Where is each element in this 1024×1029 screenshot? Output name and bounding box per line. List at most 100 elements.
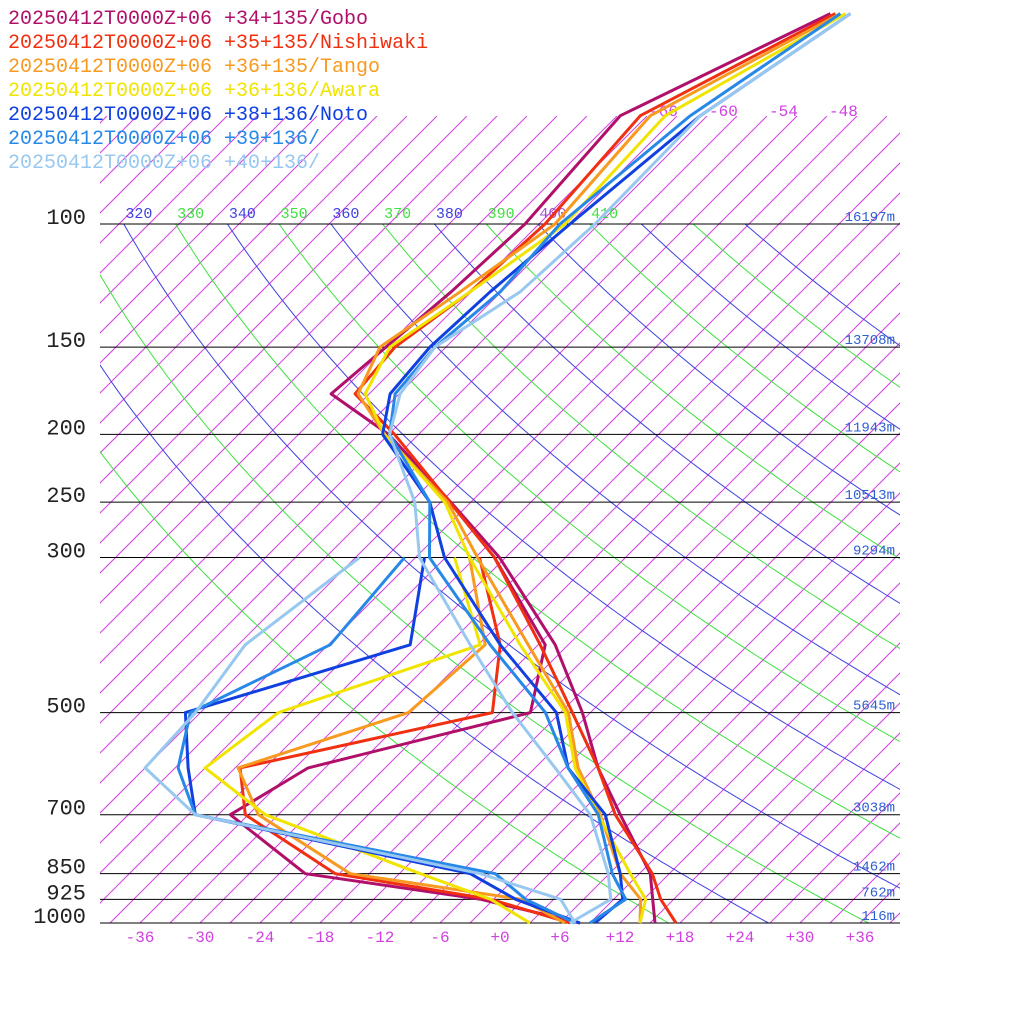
temperature-tick-label: +24 [726,929,755,947]
height-label: 13708m [845,333,895,349]
isotherm [100,116,468,484]
temperature-tick-label: +30 [786,929,815,947]
isotherm [589,612,900,923]
isotherm [100,116,618,634]
isotherm [920,116,1024,923]
dewpoint-line [143,556,577,924]
height-label: 3038m [853,801,895,817]
isotherm [100,116,648,664]
isotherm [100,116,288,304]
pressure-label: 925 [46,881,86,906]
dry-adiabat-layer [100,224,900,923]
legend-entry: 20250412T0000Z+06 +34+135/Gobo [8,8,368,31]
isotherm [529,552,900,923]
dry-adiabat [537,224,900,516]
isotherm [649,672,900,923]
upper-isotherm-label: -54 [769,103,798,121]
dry-adiabat [381,224,900,650]
temperature-tick-label: -12 [366,929,395,947]
pressure-label: 300 [46,540,86,565]
isotherm [229,252,900,923]
pressure-label: 500 [46,695,86,720]
isotherm [199,222,900,923]
dry-adiabat [433,224,900,604]
isotherm [679,702,900,923]
foreground-layer: -36 -30 -24 -18 -12 -6 +0 +6 +12 +18 +24 +30 +36-66-… [8,8,900,947]
legend-entry: 20250412T0000Z+06 +35+135/Nishiwaki [8,32,428,55]
dry-adiabat [485,224,900,560]
dewpoint-line [228,556,581,925]
height-label: 10513m [845,488,895,504]
dewpoint-line [176,556,576,925]
isotherm [139,162,900,923]
height-label: 762m [861,885,895,901]
temperature-line [356,12,842,924]
height-label: 5645m [853,699,895,715]
height-label: 16197m [845,210,895,226]
dry-adiabat [123,224,900,889]
theta-label: 330 [177,206,204,223]
theta-label: 360 [332,206,359,223]
pressure-label: 850 [46,856,86,881]
temperature-tick-label: +6 [550,929,569,947]
isotherm [739,762,900,923]
upper-isotherm-label: -48 [829,103,858,121]
isotherm [100,116,828,844]
dry-adiabat [100,364,770,923]
isotherm [289,312,900,923]
isotherm [100,116,738,754]
temperature-tick-label: -24 [246,929,275,947]
isotherm [559,582,900,923]
isotherm [100,116,678,694]
pressure-label: 250 [46,484,86,509]
isotherm [409,432,900,923]
isotherm [709,732,900,923]
isotherm [100,116,558,574]
isotherm [100,116,888,904]
isotherm [100,116,378,394]
pressure-label: 150 [46,329,86,354]
temperature-tick-label: +18 [666,929,695,947]
temperature-tick-label: -36 [126,929,155,947]
dewpoint-line [236,557,566,925]
temperature-line [388,12,852,925]
isotherm [100,116,438,454]
isotherm [439,462,900,923]
theta-label: 320 [125,206,152,223]
isotherm [100,116,708,724]
dry-adiabat [278,224,900,743]
theta-label: 350 [281,206,308,223]
dry-adiabat [226,224,900,790]
isotherm [100,116,198,214]
height-label: 11943m [845,420,895,436]
isotherm [619,642,900,923]
isotherm [100,116,318,334]
isotherm [100,116,498,514]
isotherm [100,116,258,274]
isotherm [100,116,588,604]
isotherm [109,132,900,923]
pressure-label: 100 [46,206,86,231]
temperature-tick-label: +12 [606,929,635,947]
isotherm [379,402,900,923]
isotherm [889,912,900,923]
theta-label: 370 [384,206,411,223]
isotherm [349,372,900,923]
temperature-tick-label: -30 [186,929,215,947]
dry-adiabat [588,224,900,473]
dry-adiabat [744,224,900,347]
legend-entry: 20250412T0000Z+06 +38+136/Noto [8,104,368,127]
dry-adiabat [330,224,900,696]
height-label: 9294m [853,544,895,560]
isotherm [769,792,900,923]
legend-entry: 20250412T0000Z+06 +36+136/Awara [8,80,380,103]
legend-entry: 20250412T0000Z+06 +36+135/Tango [8,56,380,79]
legend-entry: 20250412T0000Z+06 +40+136/ [8,152,320,175]
height-label: 1462m [853,860,895,876]
theta-label: 340 [229,206,256,223]
dry-adiabat [100,273,870,923]
isotherm [259,282,900,923]
temperature-tick-label: -6 [430,929,449,947]
pressure-label: 200 [46,416,86,441]
